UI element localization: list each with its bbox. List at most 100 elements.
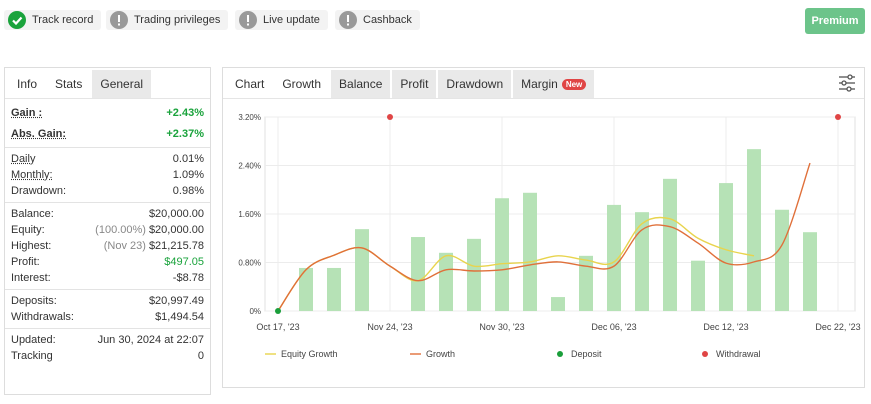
stats-group: Deposits: $20,997.49 Withdrawals: $1,494.54	[5, 290, 210, 329]
stats-value-wrap: 0.98%	[173, 185, 204, 197]
stats-value-wrap: 0.01%	[173, 153, 204, 165]
stats-value: 0.01%	[172, 153, 204, 165]
stats-row: Updated: Jun 30, 2024 at 22:07	[11, 332, 204, 348]
stats-row: Abs. Gain: +2.37%	[11, 123, 204, 144]
legend-swatch	[557, 351, 563, 357]
stats-value: $497.05	[164, 256, 204, 268]
stats-row: Balance: $20,000.00	[11, 206, 204, 222]
stats-value-wrap: $20,000.00	[149, 208, 204, 220]
stats-value-wrap: $20,997.49	[149, 295, 204, 307]
stats-value-wrap: -$8.78	[173, 272, 204, 284]
info-icon	[110, 11, 128, 29]
settings-icon[interactable]	[837, 73, 857, 93]
x-tick-label: Dec 22, '23	[815, 322, 860, 332]
stats-label: Equity:	[11, 224, 45, 236]
premium-button[interactable]: Premium	[805, 8, 865, 34]
stats-group: Gain : +2.43% Abs. Gain: +2.37%	[5, 99, 210, 148]
tab[interactable]: Balance	[331, 70, 391, 98]
bar	[691, 260, 705, 311]
badge[interactable]: Cashback	[335, 10, 420, 30]
bar	[803, 232, 817, 311]
tab[interactable]: General	[92, 70, 152, 98]
stats-value-wrap: $497.05	[164, 256, 204, 268]
tab[interactable]: Chart	[227, 70, 273, 98]
legend-label: Deposit	[571, 349, 602, 359]
bar	[299, 267, 313, 311]
stats-value: 0	[197, 350, 204, 362]
stats-label: Highest:	[11, 240, 52, 252]
stats-label: Abs. Gain:	[11, 127, 67, 140]
tab[interactable]: Drawdown	[438, 70, 512, 98]
legend-swatch	[702, 351, 708, 357]
stats-label: Updated:	[11, 334, 56, 346]
stats-row: Profit: $497.05	[11, 254, 204, 270]
bar	[579, 255, 593, 311]
stats-label: Gain :	[11, 106, 43, 119]
badge-label: Track record	[32, 14, 94, 26]
stats-value: $1,494.54	[155, 311, 204, 323]
stats-label: Deposits:	[11, 295, 57, 307]
y-tick-label: 1.60%	[238, 210, 261, 219]
stats-label: Profit:	[11, 256, 40, 268]
point	[387, 114, 393, 120]
info-icon	[239, 11, 257, 29]
x-tick-label: Dec 06, '23	[591, 322, 636, 332]
bar	[355, 229, 369, 311]
stats-label: Balance:	[11, 208, 54, 220]
badge-label: Trading privileges	[134, 14, 221, 26]
stats-row: Daily 0.01%	[11, 151, 204, 167]
stats-value-wrap: Jun 30, 2024 at 22:07	[98, 334, 204, 346]
tab[interactable]: Info	[9, 70, 46, 98]
chart: 0% 0.80% 1.60% 2.40% 3.20% Oct 17, '23 Nov 24,…	[238, 113, 860, 359]
stats-value: $20,000.00	[148, 224, 204, 236]
tab[interactable]: Profit	[392, 70, 437, 98]
tab[interactable]: Stats	[47, 70, 91, 98]
bar	[411, 237, 425, 311]
stats-value: $21,215.78	[148, 240, 204, 252]
tab[interactable]: Growth	[274, 70, 330, 98]
bar	[607, 204, 621, 311]
stats-value-wrap: (Nov 23) $21,215.78	[104, 240, 204, 252]
stats-value: $20,997.49	[148, 295, 204, 307]
tab-label: Margin	[521, 77, 558, 91]
bar	[635, 212, 649, 311]
x-tick-label: Nov 24, '23	[367, 322, 412, 332]
bar	[439, 252, 453, 311]
stats-row: Tracking 0	[11, 348, 204, 364]
stats-group: Daily 0.01% Monthly: 1.09% Drawdown: 0.98%	[5, 148, 210, 203]
stats-row: Highest: (Nov 23) $21,215.78	[11, 238, 204, 254]
stats-label: Withdrawals:	[11, 311, 74, 323]
point	[835, 114, 841, 120]
stats-value-wrap: (100.00%) $20,000.00	[95, 224, 204, 236]
info-icon	[339, 11, 357, 29]
x-tick-label: Oct 17, '23	[256, 322, 299, 332]
bar	[775, 209, 789, 311]
stats-value: Jun 30, 2024 at 22:07	[97, 334, 204, 346]
stats-row: Gain : +2.43%	[11, 102, 204, 123]
y-tick-label: 3.20%	[238, 113, 261, 122]
point	[275, 308, 281, 314]
badge-label: Live update	[263, 14, 320, 26]
stats-value: +2.37%	[166, 127, 204, 140]
legend-label: Growth	[426, 349, 455, 359]
badge[interactable]: Live update	[235, 10, 328, 30]
stats-label: Monthly:	[11, 169, 53, 181]
new-badge: New	[561, 78, 587, 90]
stats-row: Monthly: 1.09%	[11, 167, 204, 183]
stats-value-wrap: 0	[198, 350, 204, 362]
bar	[663, 178, 677, 311]
y-tick-label: 2.40%	[238, 162, 261, 171]
x-tick-label: Nov 30, '23	[479, 322, 524, 332]
stats-note: (Nov 23)	[103, 240, 146, 252]
stats-list: Gain : +2.43% Abs. Gain: +2.37% Daily 0.01% Mo…	[5, 99, 210, 367]
badge[interactable]: Track record	[4, 10, 102, 30]
check-icon	[8, 11, 26, 29]
badge[interactable]: Trading privileges	[106, 10, 229, 30]
stats-panel: Info Stats General Gain : +2.43% Abs. Gain…	[4, 67, 211, 395]
stats-value: -$8.78	[172, 272, 204, 284]
stats-value: 1.09%	[172, 169, 204, 181]
line	[277, 216, 755, 312]
stats-tabs: Info Stats General	[5, 68, 210, 99]
tab[interactable]: Margin New	[513, 70, 595, 98]
bar	[719, 183, 733, 311]
